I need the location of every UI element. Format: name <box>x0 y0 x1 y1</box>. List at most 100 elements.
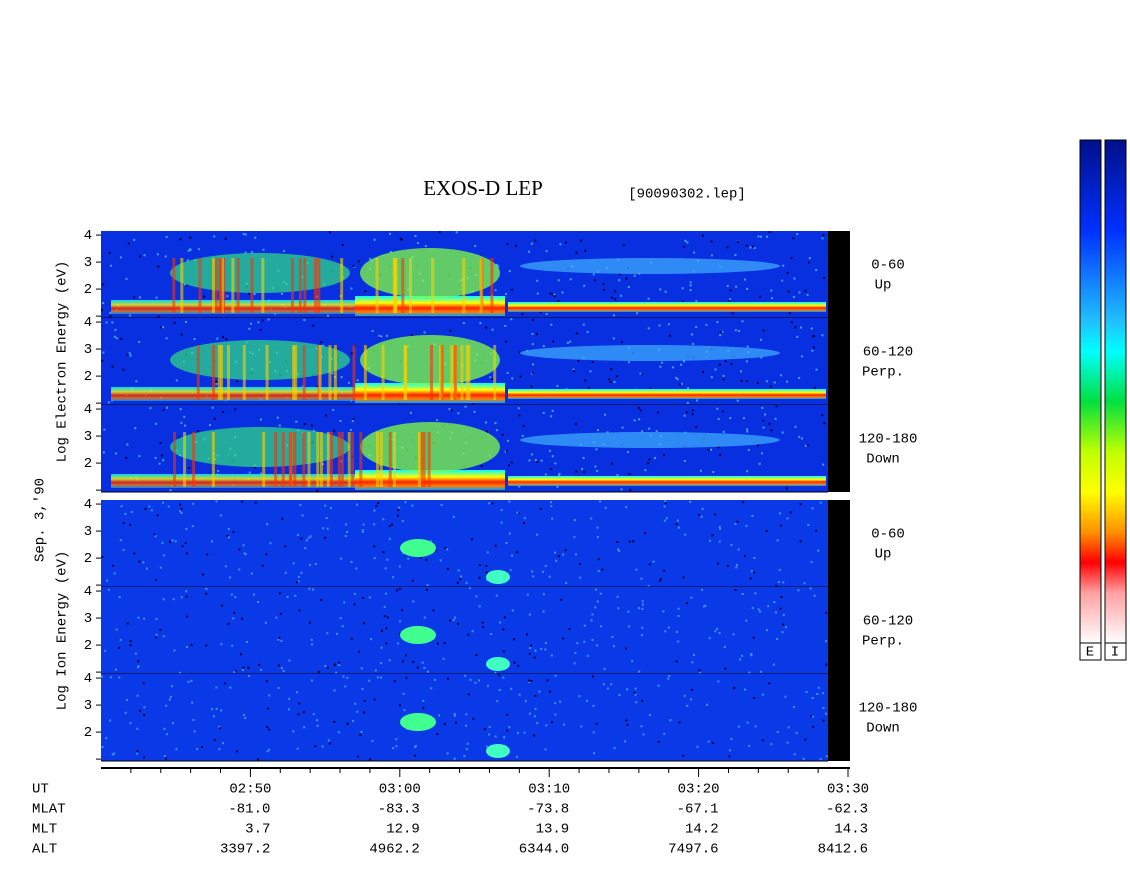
spectrogram-texture <box>173 321 176 324</box>
spectrogram-texture <box>261 564 264 567</box>
spectrogram-texture <box>648 458 651 461</box>
spectrogram-texture <box>787 290 790 293</box>
spectrogram-texture <box>580 725 583 728</box>
spectrogram-texture <box>316 295 319 298</box>
spectrogram-texture <box>641 699 644 702</box>
spectrogram-texture <box>569 340 572 343</box>
spectrogram-texture <box>503 736 506 739</box>
spectrogram-texture <box>171 685 174 688</box>
spectrogram-texture <box>323 536 326 539</box>
spectrogram-texture <box>329 506 332 509</box>
spectrogram-texture <box>383 605 386 608</box>
spectrogram-texture <box>647 462 650 465</box>
spectrogram-texture <box>551 455 554 458</box>
spectrogram-texture <box>154 535 157 538</box>
spectrogram-texture <box>314 563 317 566</box>
spectrogram-streak <box>422 432 426 487</box>
spectrogram-texture <box>819 757 822 760</box>
spectrogram-texture <box>382 518 385 521</box>
spectrogram-texture <box>553 295 556 298</box>
spectrogram-texture <box>550 505 553 508</box>
spectrogram-texture <box>108 252 111 255</box>
spectrogram-texture <box>142 756 145 759</box>
row-value: 8412.6 <box>818 842 868 858</box>
spectrogram-texture <box>746 721 749 724</box>
spectrogram-texture <box>628 625 631 628</box>
spectrogram-texture <box>611 462 614 465</box>
spectrogram-texture <box>362 622 365 625</box>
spectrogram-texture <box>693 251 696 254</box>
spectrogram-texture <box>165 337 168 340</box>
spectrogram-texture <box>109 719 112 722</box>
spectrogram-streak <box>211 432 215 487</box>
spectrogram-texture <box>350 637 353 640</box>
title: EXOS-D LEP <box>423 176 543 200</box>
spectrogram-texture <box>118 676 121 679</box>
spectrogram-texture <box>267 318 270 321</box>
spectrogram-texture <box>181 545 184 548</box>
spectrogram-texture <box>714 368 717 371</box>
spectrogram-texture <box>435 549 438 552</box>
spectrogram-texture <box>578 695 581 698</box>
spectrogram-texture <box>591 675 594 678</box>
spectrogram-texture <box>414 235 417 238</box>
spectrogram-texture <box>401 660 404 663</box>
spectrogram-texture <box>524 700 527 703</box>
spectrogram-texture <box>668 674 671 677</box>
spectrogram-texture <box>287 708 290 711</box>
spectrogram-texture <box>625 647 628 650</box>
spectrogram-texture <box>742 501 745 504</box>
spectrogram-streak <box>196 345 200 400</box>
spectrogram-texture <box>111 753 114 756</box>
spectrogram-texture <box>416 666 419 669</box>
spectrogram-texture <box>794 326 797 329</box>
spectrogram-texture <box>143 254 146 257</box>
spectrogram-texture <box>262 248 265 251</box>
spectrogram-texture <box>352 264 355 267</box>
spectrogram-texture <box>135 380 138 383</box>
colorbar <box>1079 139 1102 644</box>
spectrogram-texture <box>545 313 548 316</box>
spectrogram-texture <box>301 514 304 517</box>
spectrogram-texture <box>557 279 560 282</box>
spectrogram-streak <box>431 258 435 313</box>
spectrogram-texture <box>608 378 611 381</box>
spectrogram-texture <box>657 684 660 687</box>
spectrogram-texture <box>421 661 424 664</box>
spectrogram-texture <box>362 523 365 526</box>
spectrogram-texture <box>804 738 807 741</box>
spectrogram-streak <box>214 258 218 313</box>
spectrogram-texture <box>638 670 641 673</box>
spectrogram-texture <box>425 588 428 591</box>
data-gap <box>828 587 850 674</box>
spectrogram-texture <box>664 290 667 293</box>
spectrogram-texture <box>530 680 533 683</box>
spectrogram-texture <box>519 375 522 378</box>
spectrogram-texture <box>723 645 726 648</box>
spectrogram-texture <box>454 616 457 619</box>
spectrogram-texture <box>790 321 793 324</box>
spectrogram-texture <box>238 548 241 551</box>
spectrogram-texture <box>648 563 651 566</box>
spectrogram-texture <box>486 551 489 554</box>
spectrogram-texture <box>669 719 672 722</box>
spectrogram-streak <box>261 258 265 313</box>
spectrogram-texture <box>513 661 516 664</box>
spectrogram-texture <box>549 690 552 693</box>
spectrogram-texture <box>240 653 243 656</box>
spectrogram-texture <box>457 569 460 572</box>
spectrogram-texture <box>180 421 183 424</box>
spectrogram-streak <box>427 432 431 487</box>
spectrogram-texture <box>355 567 358 570</box>
spectrogram-texture <box>282 249 285 252</box>
spectrogram-texture <box>359 734 362 737</box>
spectrogram-texture <box>465 724 468 727</box>
spectrogram-texture <box>574 651 577 654</box>
spectrogram-texture <box>144 507 147 510</box>
spectrogram-texture <box>216 337 219 340</box>
spectrogram-texture <box>602 288 605 291</box>
spectrogram-texture <box>695 399 698 402</box>
spectrogram-texture <box>266 523 269 526</box>
spectrogram-texture <box>455 721 458 724</box>
spectrogram-texture <box>822 719 825 722</box>
